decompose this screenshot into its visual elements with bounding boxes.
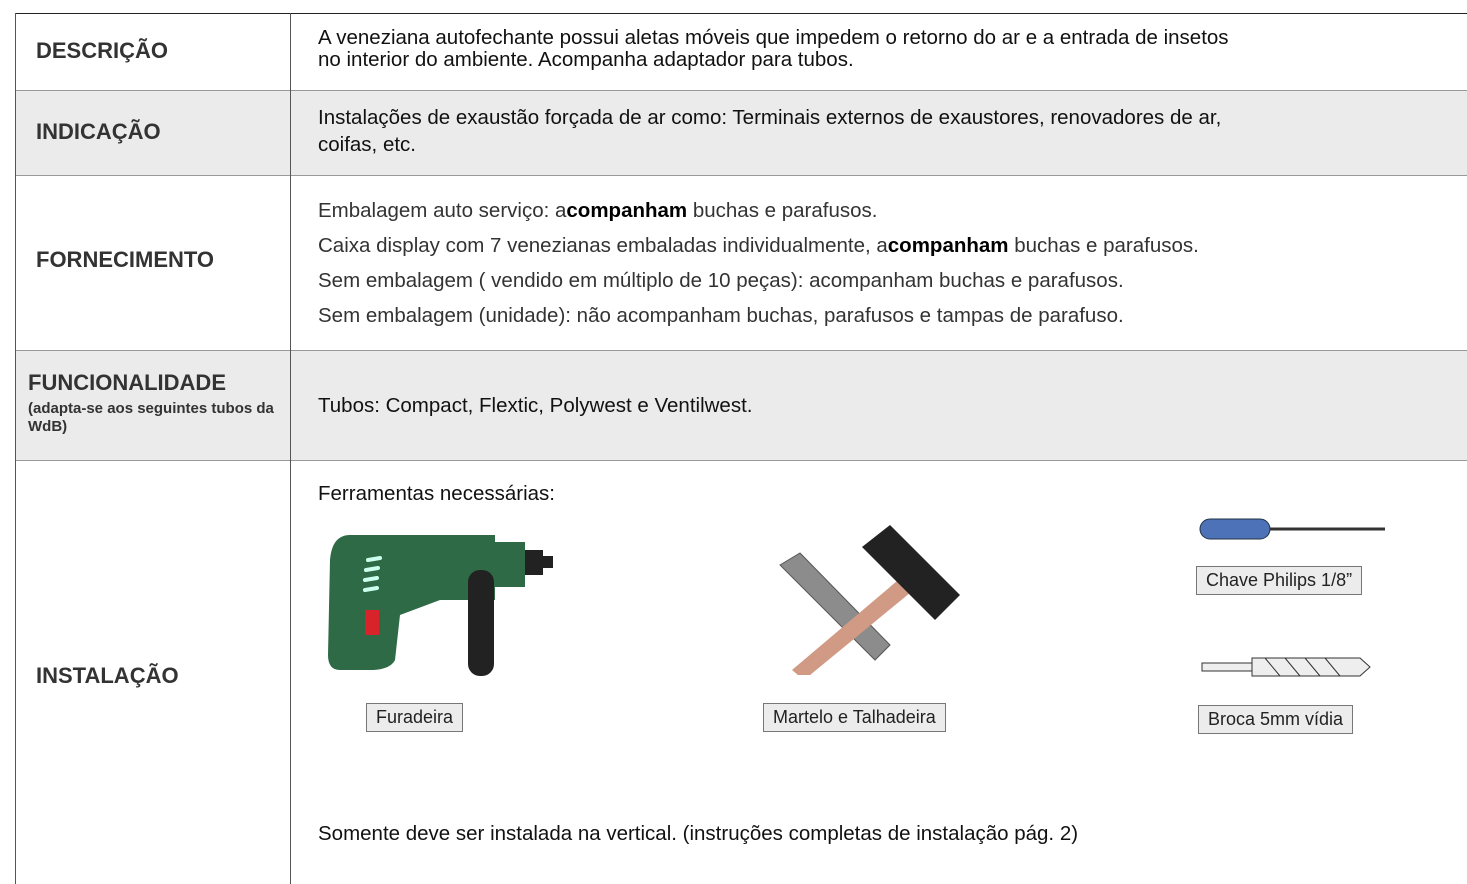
tool-label: Martelo e Talhadeira <box>763 703 946 732</box>
text-line: Embalagem auto serviço: acompanham bucha… <box>318 193 1199 228</box>
row-text: Embalagem auto serviço: acompanham bucha… <box>318 193 1199 333</box>
tools-heading: Ferramentas necessárias: <box>318 482 555 505</box>
screwdriver-icon <box>1199 518 1385 540</box>
hammer-chisel-icon <box>779 525 960 675</box>
text: Caixa display com 7 venezianas embaladas… <box>318 234 888 257</box>
row-label: FUNCIONALIDADE <box>28 370 226 395</box>
row-instalacao <box>15 460 1467 884</box>
row-label: INDICAÇÃO <box>36 119 161 144</box>
column-divider <box>290 13 291 884</box>
text: buchas e parafusos. <box>1008 234 1199 257</box>
text-bold: companham <box>566 199 688 222</box>
row-fornecimento <box>15 175 1467 351</box>
tool-label: Chave Philips 1/8” <box>1196 566 1363 595</box>
text-line: no interior do ambiente. Acompanha adapt… <box>318 48 854 71</box>
text-line: Sem embalagem ( vendido em múltiplo de 1… <box>318 269 1124 292</box>
text-line: Instalações de exaustão forçada de ar co… <box>318 106 1222 129</box>
drill-icon <box>328 535 553 676</box>
row-text: A veneziana autofechante possui aletas m… <box>318 27 1229 71</box>
text-line: coifas, etc. <box>318 133 416 156</box>
text-line: Caixa display com 7 venezianas embaladas… <box>318 228 1199 263</box>
row-descricao <box>15 13 1467 91</box>
tool-label: Broca 5mm vídia <box>1198 705 1354 734</box>
drill-bit-icon <box>1201 657 1371 677</box>
text: Embalagem auto serviço: a <box>318 199 567 222</box>
row-label: FORNECIMENTO <box>36 247 215 272</box>
install-note: Somente deve ser instalada na vertical. … <box>318 822 1079 845</box>
left-border <box>15 13 16 884</box>
text-line: A veneziana autofechante possui aletas m… <box>318 26 1229 49</box>
tool-label: Furadeira <box>366 703 464 732</box>
text-bold: companham <box>887 234 1009 257</box>
row-funcionalidade <box>15 350 1467 461</box>
row-text: Instalações de exaustão forçada de ar co… <box>318 104 1221 158</box>
text: buchas e parafusos. <box>687 199 878 222</box>
row-label: INSTALAÇÃO <box>36 663 179 688</box>
row-sublabel: (adapta-se aos seguintes tubos da WdB) <box>28 400 274 435</box>
text-line: Sem embalagem (unidade): não acompanham … <box>318 304 1124 327</box>
row-text: Tubos: Compact, Flextic, Polywest e Vent… <box>318 394 753 417</box>
row-label: DESCRIÇÃO <box>36 38 169 63</box>
row-indicacao <box>15 90 1467 176</box>
